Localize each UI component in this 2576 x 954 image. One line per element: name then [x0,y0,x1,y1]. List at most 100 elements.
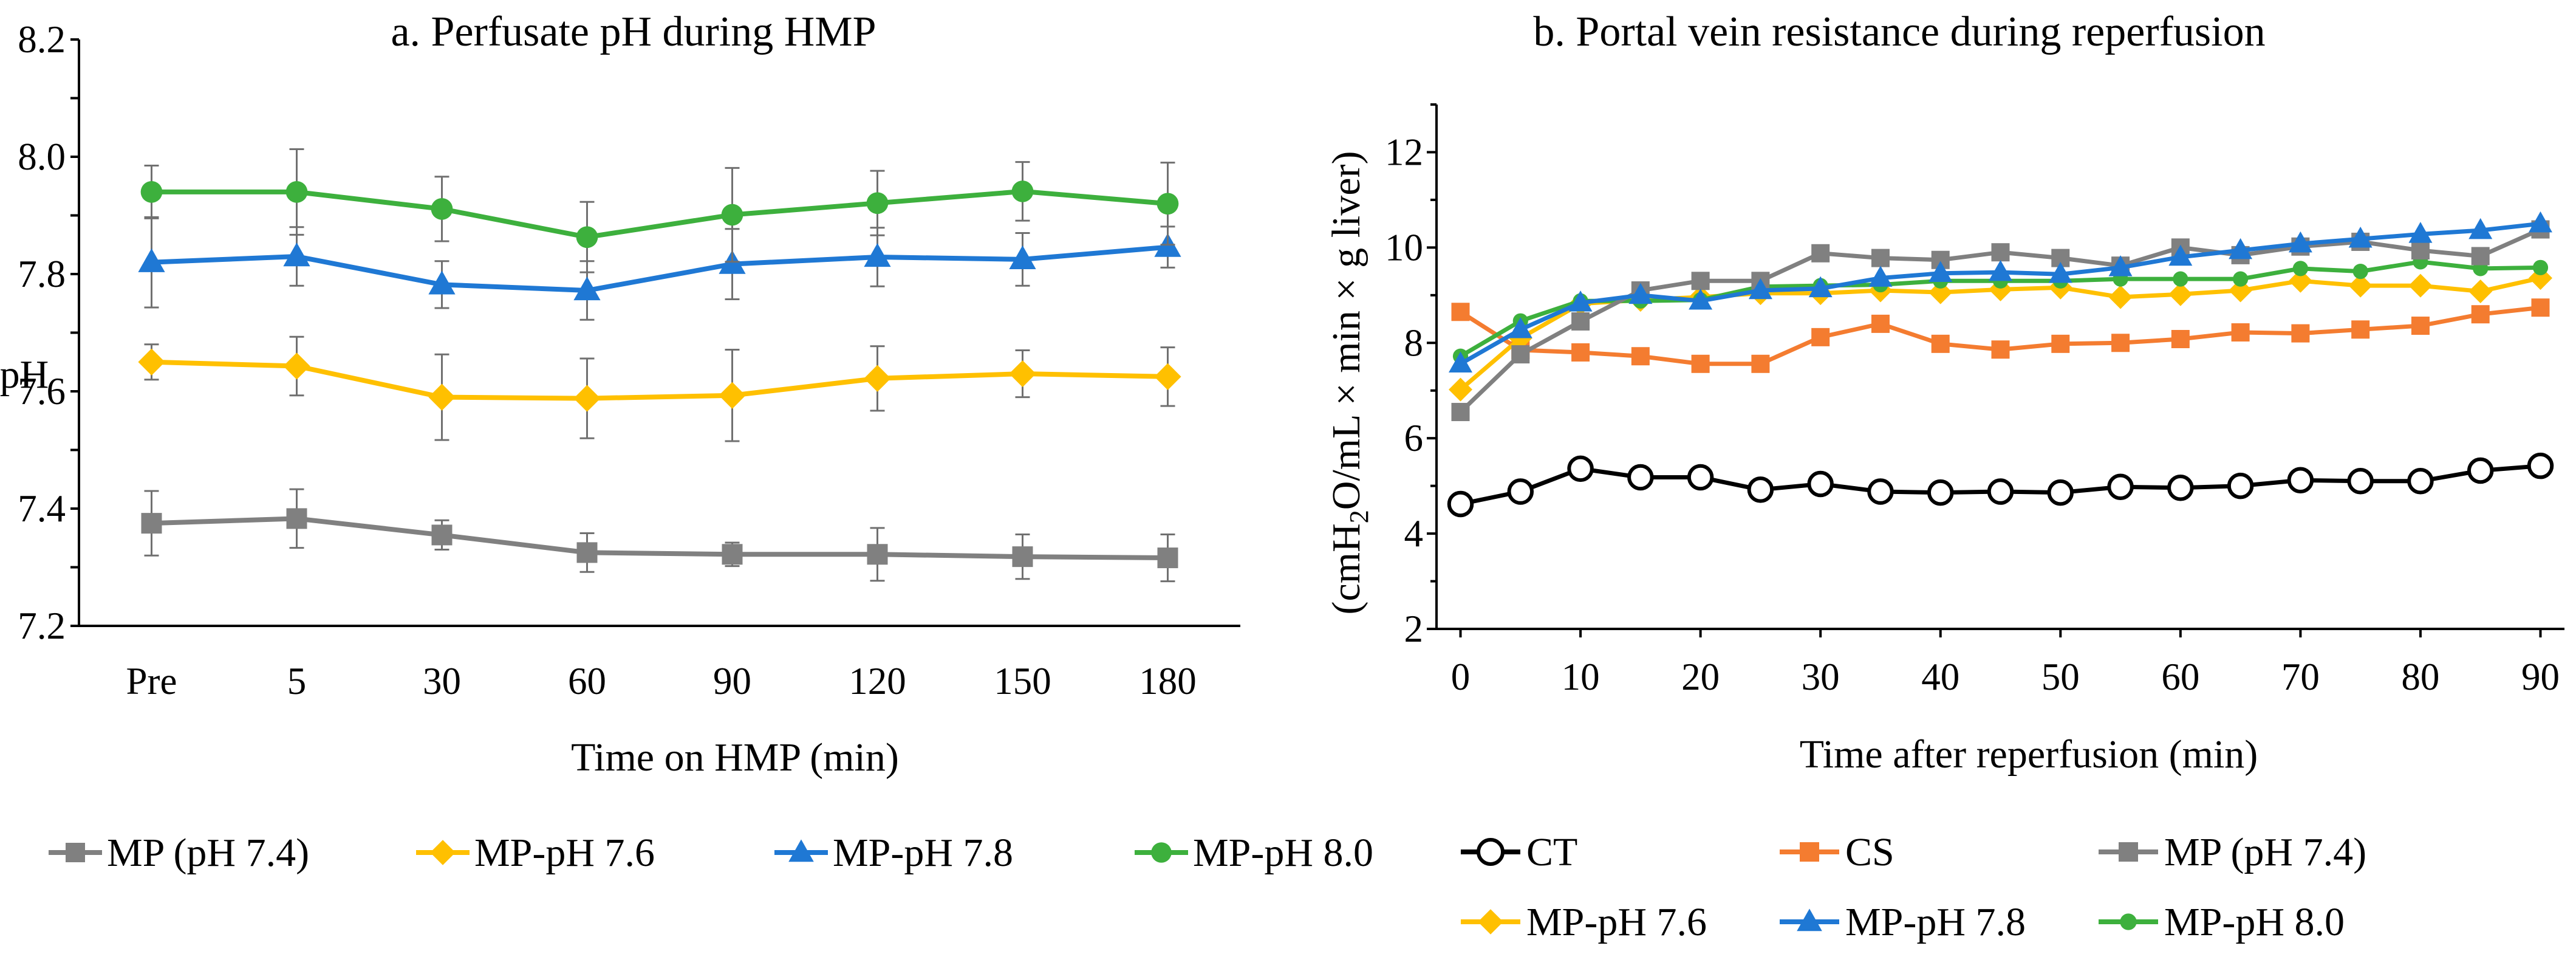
series-cs [1451,298,2550,373]
data-point [1507,478,1534,505]
data-point [1929,261,1953,282]
y-tick-label: 12 [1385,131,1423,173]
panel-b-legend: CT CS MP (pH 7.4) MP-pH 7.6 MP-pH 7.8 MP-pH 8… [1461,830,2366,944]
legend-label: MP-pH 8.0 [2164,900,2345,944]
data-point [1751,354,1770,373]
data-point [2347,468,2374,495]
x-tick-label: 120 [849,660,906,702]
panel-a-legend: MP (pH 7.4) MP-pH 7.6 MP-pH 7.8 MP-pH 8.0 [49,831,1373,875]
y-tick-label: 7.6 [18,370,66,413]
data-point [1451,403,1470,422]
data-point [866,192,889,214]
data-point [1508,317,1532,338]
data-point [721,204,743,226]
data-point [2108,285,2133,309]
data-point [2168,244,2193,266]
y-tick-label: 6 [1404,417,1424,459]
x-tick-label: 50 [2041,656,2080,698]
y-tick-label: 10 [1385,226,1423,269]
data-point [1808,276,1833,298]
legend-marker [1478,909,1503,935]
y-tick-label: 7.2 [18,605,66,647]
x-tick-label: 60 [568,660,606,702]
x-tick-label: 10 [1562,656,1600,698]
data-point [283,242,310,267]
data-point [1807,470,1834,498]
y-tick-label: 2 [1404,608,1424,650]
data-point [285,181,308,203]
legend-item-mp-ph-7-4: MP (pH 7.4) [2099,830,2366,874]
data-point [2531,298,2550,317]
data-point [2168,282,2193,306]
x-tick-label: 40 [1921,656,1959,698]
data-point [722,544,743,565]
x-tick-label: 180 [1139,660,1197,702]
data-point [1447,490,1474,518]
data-point [431,524,453,546]
data-point [2287,467,2314,493]
data-point [2411,317,2430,335]
data-point [2111,334,2130,352]
data-point [719,382,746,409]
panel-b-y-axis-label: (cmH2O/mL × min × g liver) [1324,151,1374,614]
legend-item-mp-ph-7-8: MP-pH 7.8 [1780,900,2026,944]
series-line [151,516,1168,561]
x-tick-label: 90 [2521,656,2560,698]
panel-b-x-axis-label: Time after reperfusion (min) [1800,732,2258,777]
data-point [1931,334,1950,353]
y-label-pre: (cmH [1324,523,1368,614]
data-point [2167,475,2194,501]
panel-a-x-axis-label: Time on HMP (min) [571,735,899,780]
data-point [1868,266,1893,287]
data-point [2348,226,2373,248]
data-point [576,226,598,249]
data-point [1631,347,1650,366]
data-point [1871,314,1890,333]
data-point [1011,180,1034,202]
series-mp-ph-7-4 [1451,220,2550,422]
legend-label: MP (pH 7.4) [107,831,309,875]
data-point [1811,328,1830,346]
legend-label: CT [1526,830,1577,874]
data-point [2408,222,2433,243]
panel-a-chart: a. Perfusate pH during HMP pH Time on HM… [0,9,1373,875]
panel-a-title: a. Perfusate pH during HMP [391,9,876,55]
x-tick-label: 150 [994,660,1051,702]
data-point [1568,290,1593,312]
legend-marker [788,839,814,862]
legend-label: MP-pH 7.8 [1845,900,2026,944]
data-point [2229,278,2253,303]
data-point [1689,288,1713,310]
data-point [1929,280,1953,304]
y-tick-label: 4 [1404,512,1424,555]
y-tick-label: 8 [1404,321,1424,364]
legend-item-ct: CT [1461,830,1577,874]
x-tick-label: 70 [2281,656,2320,698]
legend-marker [1797,908,1822,932]
panel-b-chart: b. Portal vein resistance during reperfu… [1324,9,2564,944]
data-point [2173,271,2188,287]
data-point [138,348,165,376]
data-point [2471,305,2490,324]
series-line [151,188,1168,240]
legend-item-mp-ph-8-0: MP-pH 8.0 [1135,831,1373,875]
legend-item-mp-ph-8-0: MP-pH 8.0 [2099,900,2345,944]
x-tick-label: 30 [1802,656,1840,698]
panel-b-axes: 2 4 6 8 10 12 0 10 20 30 40 50 60 70 80 90 [1385,103,2564,698]
data-point [2348,273,2373,298]
y-label-subscript: 2 [1344,510,1374,523]
legend-marker [1151,842,1172,863]
data-point [2471,247,2490,266]
legend-marker [2120,913,2137,930]
legend-marker [430,840,456,865]
data-point [2411,241,2430,260]
data-point [1511,345,1530,364]
data-point [1871,249,1890,267]
data-point [1991,340,2010,359]
data-point [428,270,456,295]
data-point [1571,343,1590,362]
data-point [2288,231,2312,253]
panel-b-series [1447,211,2554,518]
data-point [864,365,891,392]
